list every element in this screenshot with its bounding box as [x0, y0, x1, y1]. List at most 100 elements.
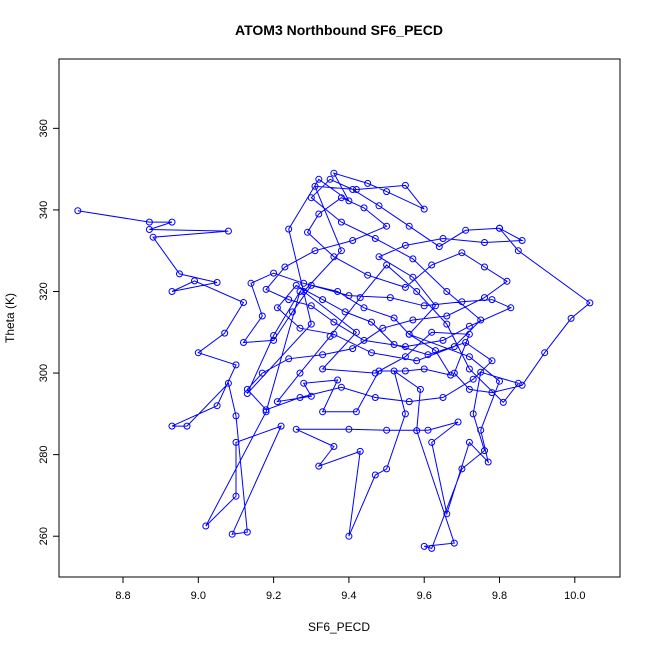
data-point	[383, 261, 391, 269]
data-point	[458, 298, 466, 306]
data-point	[296, 369, 304, 377]
x-axis-label: SF6_PECD	[308, 620, 370, 634]
y-tick-label: 300	[38, 364, 50, 382]
y-tick-label: 280	[38, 445, 50, 463]
data-point	[228, 530, 236, 538]
data-point	[349, 186, 357, 193]
data-point	[371, 369, 379, 377]
y-tick-label: 260	[38, 527, 50, 545]
data-point	[458, 465, 466, 473]
data-point	[481, 263, 488, 271]
data-point	[499, 398, 507, 406]
data-point	[349, 237, 357, 244]
data-point	[360, 336, 368, 344]
data-point	[379, 324, 387, 332]
data-point	[368, 349, 375, 357]
data-point	[319, 296, 327, 304]
data-point	[465, 353, 473, 361]
data-point	[270, 336, 278, 344]
data-point	[232, 438, 240, 446]
data-point	[484, 458, 492, 466]
data-point	[258, 312, 266, 320]
data-point	[469, 410, 477, 418]
data-point	[465, 438, 473, 446]
data-point	[307, 302, 315, 310]
data-point	[315, 210, 323, 218]
data-point	[383, 426, 391, 434]
data-point	[300, 279, 308, 287]
data-point	[465, 385, 473, 393]
data-point	[270, 269, 278, 277]
data-point	[450, 539, 458, 547]
data-point	[168, 218, 176, 226]
data-point	[176, 270, 183, 278]
data-point	[375, 202, 383, 210]
data-point	[296, 324, 304, 332]
data-point	[337, 218, 345, 226]
data-point	[270, 332, 278, 339]
data-point	[428, 261, 436, 269]
data-point	[319, 408, 327, 416]
data-point	[183, 422, 191, 430]
data-point	[428, 544, 436, 552]
data-point	[424, 351, 432, 359]
data-point	[488, 357, 496, 365]
data-point	[315, 462, 323, 470]
data-point	[224, 227, 232, 235]
data-point	[149, 233, 157, 241]
data-point	[330, 330, 338, 338]
data-point	[300, 379, 308, 387]
data-point	[481, 239, 488, 246]
data-point	[390, 341, 398, 348]
data-point	[371, 235, 379, 242]
data-point	[462, 226, 470, 234]
data-point	[221, 329, 229, 337]
y-tick-label: 360	[38, 119, 50, 137]
data-point	[292, 425, 300, 433]
data-point	[405, 222, 413, 230]
data-point	[258, 369, 266, 377]
data-point	[168, 288, 176, 295]
y-tick-label: 320	[38, 282, 50, 300]
data-point	[432, 347, 439, 355]
data-point	[311, 247, 319, 255]
data-point	[352, 186, 360, 193]
data-point	[356, 447, 364, 455]
data-point	[360, 204, 368, 212]
data-point	[326, 332, 334, 340]
data-point	[420, 365, 428, 373]
data-point	[145, 218, 153, 226]
data-point	[243, 385, 251, 393]
data-point	[401, 367, 409, 375]
data-point	[345, 292, 353, 300]
data-point	[409, 255, 417, 263]
data-point	[330, 169, 338, 177]
data-point	[288, 308, 296, 316]
data-point	[465, 365, 473, 373]
data-point	[488, 389, 496, 397]
data-point	[262, 285, 270, 293]
data-point	[240, 299, 247, 306]
data-point	[375, 367, 383, 375]
data-point	[439, 336, 447, 344]
data-point	[454, 418, 462, 426]
data-point	[420, 205, 428, 213]
x-tick-label: 9.8	[492, 590, 507, 602]
data-point	[420, 302, 428, 310]
data-point	[243, 390, 251, 397]
y-axis: 260 280 300 320 340 360	[38, 119, 60, 545]
data-point	[240, 339, 247, 346]
series-line	[77, 172, 591, 549]
data-point	[401, 181, 409, 189]
data-point	[541, 349, 549, 357]
data-point	[443, 320, 451, 328]
data-point	[401, 241, 409, 249]
data-point	[285, 296, 293, 304]
data-point	[371, 471, 379, 479]
data-point	[304, 228, 311, 236]
data-point	[349, 345, 357, 353]
x-tick-label: 8.8	[115, 590, 130, 602]
data-point	[345, 532, 353, 540]
data-point	[74, 207, 82, 215]
